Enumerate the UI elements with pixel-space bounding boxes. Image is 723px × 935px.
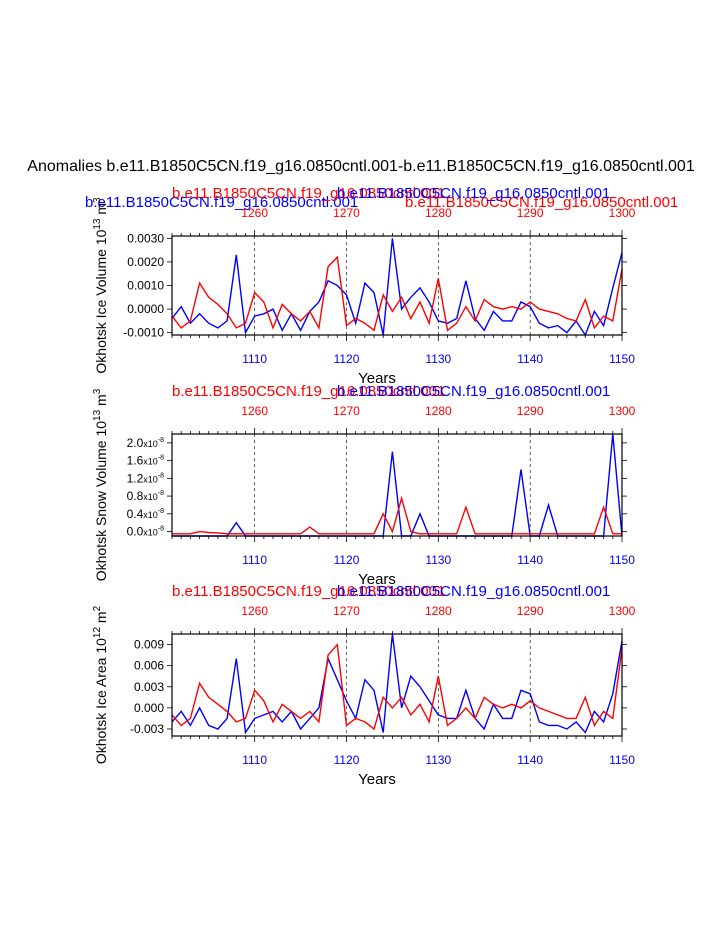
x-axis-label: Years <box>358 771 396 788</box>
x-tick-label: 1140 <box>517 553 543 567</box>
series-line-blue <box>171 238 623 337</box>
y-tick-label: 0.003 <box>134 680 164 694</box>
x-tick-label: 1130 <box>425 352 451 366</box>
x-tick-label: 1140 <box>517 352 543 366</box>
top-tick-label: 1280 <box>425 604 452 618</box>
series-line-red <box>171 642 623 731</box>
top-tick-label: 1280 <box>425 404 452 418</box>
panel-title-red: b.e11.B1850C5CN.f19_g16.0850cntl.001 <box>172 583 445 600</box>
x-tick-label: 1130 <box>425 553 451 567</box>
x-tick-label: 1120 <box>334 753 360 767</box>
y-tick-label: -0.003 <box>130 722 164 736</box>
panel-title-blue: b.e11.B1850C5CN.f19_g16.0850cntl.001 <box>337 185 610 202</box>
panel-title-blue: b.e11.B1850C5CN.f19_g16.0850cntl.001 <box>337 583 610 600</box>
panel-title-red: b.e11.B1850C5CN.f19_g16.0850cntl.001 <box>172 185 445 202</box>
panel1-overlay-blue-title: b.e11.B1850C5CN.f19_g16.0850cntl.001 <box>85 194 358 211</box>
y-tick-label: 0.0020 <box>127 255 164 269</box>
plot-frame <box>171 633 623 737</box>
y-tick-label: 0.0x10-8 <box>127 525 165 539</box>
y-tick-label: 1.2x10-8 <box>127 471 165 485</box>
y-axis-label: Okhotsk Ice Volume 1013 m3 <box>92 197 109 374</box>
top-tick-label: 1270 <box>333 206 360 220</box>
x-tick-label: 1150 <box>609 753 635 767</box>
series-line-blue <box>172 433 623 537</box>
x-tick-label: 1120 <box>334 553 360 567</box>
top-tick-label: 1270 <box>333 604 360 618</box>
top-tick-label: 1290 <box>517 206 544 220</box>
y-tick-label: 0.009 <box>134 638 164 652</box>
top-tick-label: 1270 <box>333 404 360 418</box>
x-tick-label: 1140 <box>517 753 543 767</box>
x-tick-label: 1130 <box>425 753 451 767</box>
top-tick-label: 1290 <box>517 604 544 618</box>
top-tick-label: 1300 <box>609 604 636 618</box>
top-tick-label: 1290 <box>517 404 544 418</box>
y-tick-label: 2.0x10-8 <box>127 436 165 450</box>
top-tick-label: 1300 <box>609 404 636 418</box>
y-tick-label: 0.000 <box>134 701 164 715</box>
panel1-overlay-red-title: b.e11.B1850C5CN.f19_g16.0850cntl.001 <box>405 194 678 211</box>
panel-title-blue: b.e11.B1850C5CN.f19_g16.0850cntl.001 <box>337 383 610 400</box>
x-axis-label: Years <box>358 571 396 588</box>
main-title: Anomalies b.e11.B1850C5CN.f19_g16.0850cn… <box>27 158 695 175</box>
x-tick-label: 1150 <box>609 553 635 567</box>
x-tick-label: 1110 <box>242 753 267 767</box>
y-axis-label: Okhotsk Snow Volume 1013 m3 <box>92 388 109 581</box>
series-line-blue <box>171 633 623 735</box>
top-tick-label: 1300 <box>609 206 636 220</box>
y-axis-label: Okhotsk Ice Area 1012 m2 <box>92 605 109 764</box>
y-tick-label: 0.0000 <box>127 302 164 316</box>
y-tick-label: 0.8x10-8 <box>127 489 165 503</box>
y-tick-label: 0.0030 <box>127 231 164 245</box>
plot-frame <box>171 433 623 537</box>
chart-panel-snow-volume: 1110 1120 1130 1140 1150 1260 1270 1280 1290 1300… <box>92 383 636 588</box>
top-tick-label: 1260 <box>241 604 268 618</box>
series-line-red <box>171 255 623 332</box>
x-tick-label: 1110 <box>242 553 267 567</box>
y-tick-label: -0.0010 <box>123 326 164 340</box>
x-axis-label: Years <box>358 370 396 387</box>
chart-panel-ice-volume: 1110 1120 1130 1140 1150 1260 1270 1280 1290 1300… <box>92 185 636 387</box>
y-tick-label: 0.4x10-8 <box>127 507 165 521</box>
x-tick-label: 1110 <box>242 352 267 366</box>
chart-panel-ice-area: 1110 1120 1130 1140 1150 1260 1270 1280 1290 1300… <box>92 583 636 788</box>
x-tick-label: 1150 <box>609 352 635 366</box>
top-tick-label: 1260 <box>241 206 268 220</box>
series-line-red <box>172 495 622 535</box>
panel-title-red: b.e11.B1850C5CN.f19_g16.0850cntl.001 <box>172 383 445 400</box>
top-tick-label: 1280 <box>425 206 452 220</box>
y-tick-label: 0.006 <box>134 659 164 673</box>
top-tick-label: 1260 <box>241 404 268 418</box>
y-tick-label: 1.6x10-8 <box>127 454 165 468</box>
x-tick-label: 1120 <box>334 352 360 366</box>
y-tick-label: 0.0010 <box>127 279 164 293</box>
